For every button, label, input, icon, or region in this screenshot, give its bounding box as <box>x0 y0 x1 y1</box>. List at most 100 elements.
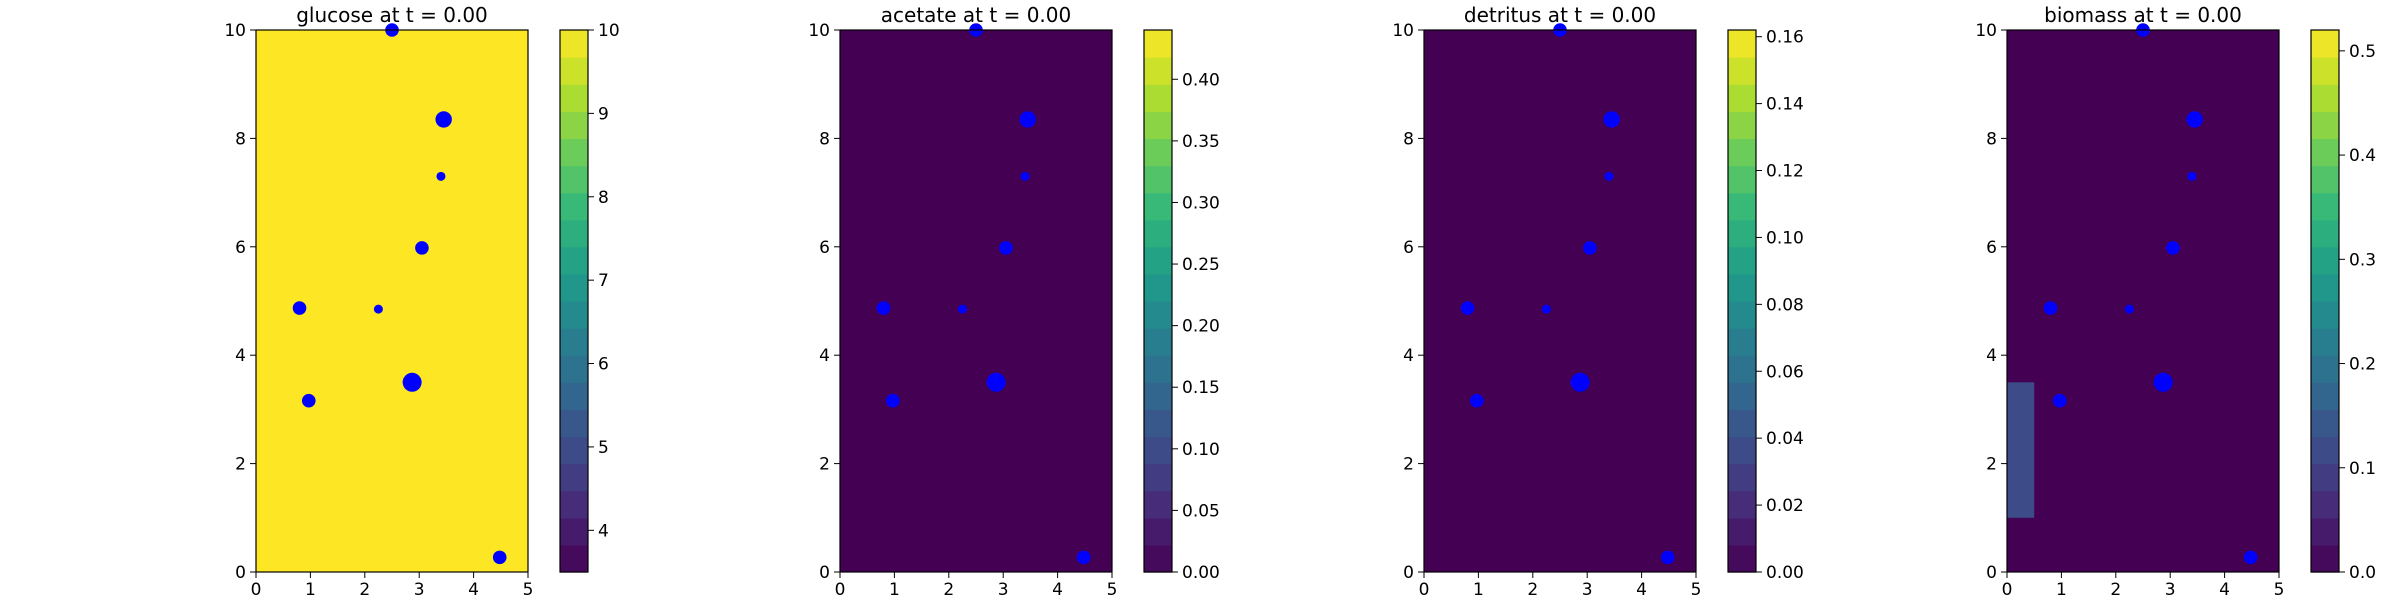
colorbar-level <box>2311 409 2339 438</box>
colorbar-frame <box>559 29 589 573</box>
panel-1: 0 1 2 3 4 5 0 2 4 6 8 10 glucose at t = 0.00 4 5 6 7 8 9 10 <box>224 3 619 600</box>
colorbar-frame <box>1727 29 1757 573</box>
plot-frame <box>2006 29 2280 573</box>
y-tick-label: 0 <box>235 563 246 583</box>
data-point <box>957 304 967 314</box>
data-point <box>885 393 900 408</box>
colorbar-level <box>560 273 588 302</box>
colorbar-level <box>560 219 588 248</box>
x-tick-label: 3 <box>2165 580 2176 600</box>
plot-frame <box>1423 29 1697 573</box>
colorbar-level <box>2311 84 2339 112</box>
y-tick-label: 10 <box>224 21 246 41</box>
y-tick-label: 10 <box>1392 21 1414 41</box>
colorbar-level <box>560 409 588 438</box>
colorbar-level <box>1728 544 1756 573</box>
colorbar-level <box>1728 192 1756 221</box>
x-tick-label: 3 <box>414 580 425 600</box>
colorbar-level <box>2311 517 2339 546</box>
colorbar-tick-label: 0.2 <box>2349 355 2376 375</box>
y-tick-label: 10 <box>808 21 830 41</box>
colorbar-level <box>1144 246 1172 275</box>
panel-3: 0 1 2 3 4 5 0 2 4 6 8 10 detritus at t = 0.00 0.00 0.0… <box>1392 3 1804 600</box>
colorbar-level <box>560 436 588 465</box>
data-point <box>999 241 1013 255</box>
colorbar-tick-label: 0.00 <box>1182 563 1220 583</box>
colorbar-level <box>560 517 588 546</box>
colorbar-level <box>1144 490 1172 519</box>
colorbar-tick-label: 0.10 <box>1766 228 1804 248</box>
y-tick-label: 4 <box>819 346 830 366</box>
data-point <box>1469 393 1484 408</box>
colorbar-level <box>1728 328 1756 356</box>
x-tick-label: 0 <box>835 580 846 600</box>
y-tick-label: 4 <box>1986 346 1997 366</box>
colorbar-level <box>1144 544 1172 573</box>
colorbar-level <box>1728 273 1756 302</box>
x-tick-label: 2 <box>1527 580 1538 600</box>
y-tick-label: 8 <box>1403 129 1414 149</box>
data-point <box>1460 301 1475 315</box>
colorbar-level <box>2311 328 2339 356</box>
x-tick-label: 0 <box>2002 580 2013 600</box>
x-tick-label: 4 <box>468 580 479 600</box>
y-tick-label: 6 <box>819 238 830 258</box>
colorbar-tick-label: 0.06 <box>1766 362 1804 382</box>
x-tick-label: 5 <box>1691 580 1702 600</box>
data-point <box>301 393 316 408</box>
data-point <box>492 550 507 565</box>
y-tick-label: 2 <box>1403 455 1414 475</box>
colorbar-level <box>1144 30 1172 58</box>
colorbar-tick-label: 0.30 <box>1182 193 1220 213</box>
panel-title: biomass at t = 0.00 <box>2044 3 2242 27</box>
y-tick-label: 4 <box>1403 346 1414 366</box>
colorbar-level <box>560 490 588 519</box>
y-tick-label: 0 <box>1986 563 1997 583</box>
colorbar-level <box>1144 84 1172 112</box>
colorbar-tick-label: 0.02 <box>1766 496 1804 516</box>
y-tick-label: 4 <box>235 346 246 366</box>
data-point <box>415 241 429 255</box>
colorbar-level <box>2311 165 2339 194</box>
colorbar-level <box>2311 30 2339 58</box>
y-tick-label: 6 <box>1986 238 1997 258</box>
colorbar-level <box>560 355 588 383</box>
panel-title: acetate at t = 0.00 <box>881 3 1071 27</box>
colorbar-tick-label: 8 <box>598 188 609 208</box>
colorbar-level <box>2311 246 2339 275</box>
colorbar-tick-label: 6 <box>598 355 609 375</box>
data-point <box>876 301 891 315</box>
data-point <box>1020 171 1030 181</box>
colorbar-tick-label: 0.5 <box>2349 42 2376 62</box>
colorbar-level <box>1728 382 1756 410</box>
colorbar-level <box>560 463 588 492</box>
x-tick-label: 3 <box>998 580 1009 600</box>
x-tick-label: 4 <box>2219 580 2230 600</box>
colorbar-level <box>1728 517 1756 546</box>
colorbar-level <box>1144 301 1172 329</box>
colorbar-level <box>2311 301 2339 329</box>
data-point <box>402 372 422 392</box>
colorbar-level <box>1728 165 1756 194</box>
colorbar-level <box>560 192 588 221</box>
colorbar-level <box>1144 355 1172 383</box>
colorbar-level <box>1728 219 1756 248</box>
colorbar-level <box>1144 517 1172 546</box>
colorbar-level <box>1144 165 1172 194</box>
colorbar-tick-label: 10 <box>598 21 620 41</box>
x-tick-label: 0 <box>251 580 262 600</box>
colorbar-level <box>2311 436 2339 465</box>
colorbar-level <box>560 301 588 329</box>
colorbar-level <box>1728 436 1756 465</box>
panel-title: detritus at t = 0.00 <box>1464 3 1656 27</box>
data-point <box>2052 393 2067 408</box>
colorbar-level <box>560 246 588 275</box>
colorbar-level <box>1728 355 1756 383</box>
colorbar-level <box>1144 328 1172 356</box>
colorbar-level <box>1144 273 1172 302</box>
colorbar-tick-label: 0.15 <box>1182 378 1220 398</box>
colorbar-level <box>560 84 588 112</box>
field-fill <box>840 30 1112 572</box>
